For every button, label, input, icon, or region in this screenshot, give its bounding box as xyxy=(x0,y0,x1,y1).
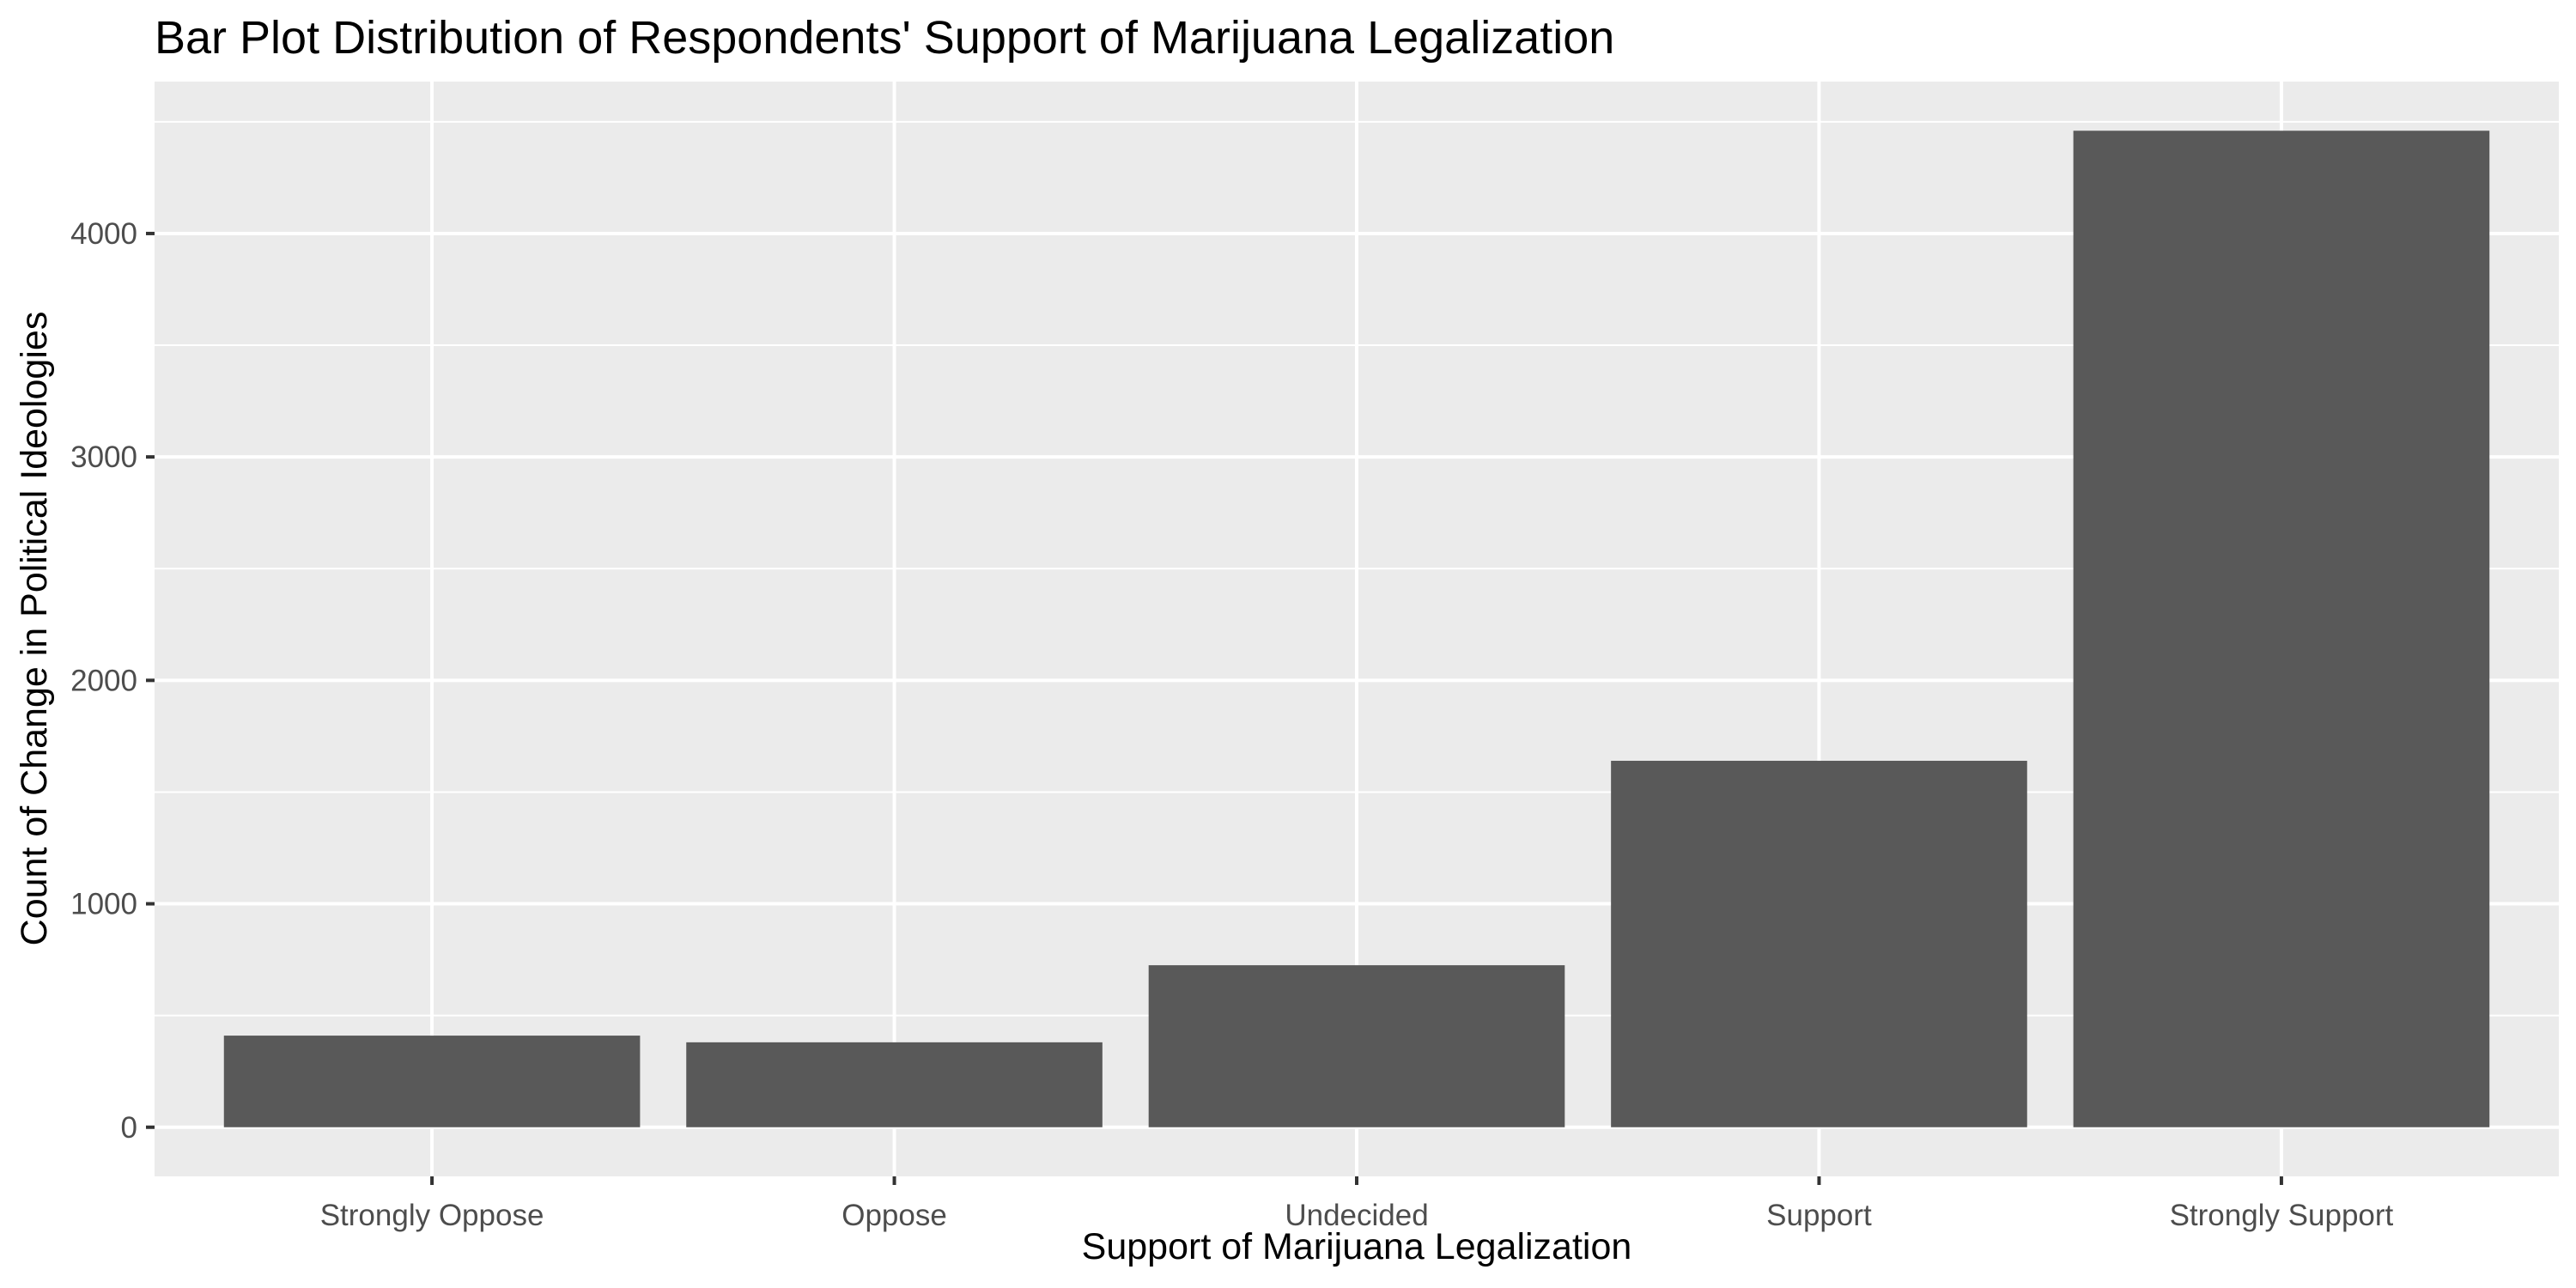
x-tick-label: Strongly Support xyxy=(2170,1199,2394,1232)
bar xyxy=(1148,965,1565,1127)
y-axis: 0 1000 2000 3000 4000 xyxy=(70,217,155,1145)
x-tick-label: Undecided xyxy=(1285,1199,1428,1232)
y-tick-label: 3000 xyxy=(70,440,137,474)
x-tick-label: Support xyxy=(1766,1199,1872,1232)
x-tick-label: Strongly Oppose xyxy=(320,1199,544,1232)
bar xyxy=(223,1036,641,1127)
x-axis: Strongly Oppose Oppose Undecided Support Str… xyxy=(320,1176,2394,1232)
chart-title: Bar Plot Distribution of Respondents' Su… xyxy=(155,12,1614,64)
x-tick-label: Oppose xyxy=(841,1199,947,1232)
y-tick-label: 1000 xyxy=(70,888,137,921)
y-axis-title: Count of Change in Political Ideologies xyxy=(14,312,55,946)
bars xyxy=(223,131,2490,1127)
bar xyxy=(686,1042,1103,1127)
bar xyxy=(2073,131,2490,1127)
y-tick-label: 0 xyxy=(121,1111,137,1145)
bar xyxy=(1611,761,2027,1127)
x-axis-title: Support of Marijuana Legalization xyxy=(1082,1226,1632,1267)
y-tick-label: 4000 xyxy=(70,217,137,251)
y-tick-label: 2000 xyxy=(70,664,137,697)
